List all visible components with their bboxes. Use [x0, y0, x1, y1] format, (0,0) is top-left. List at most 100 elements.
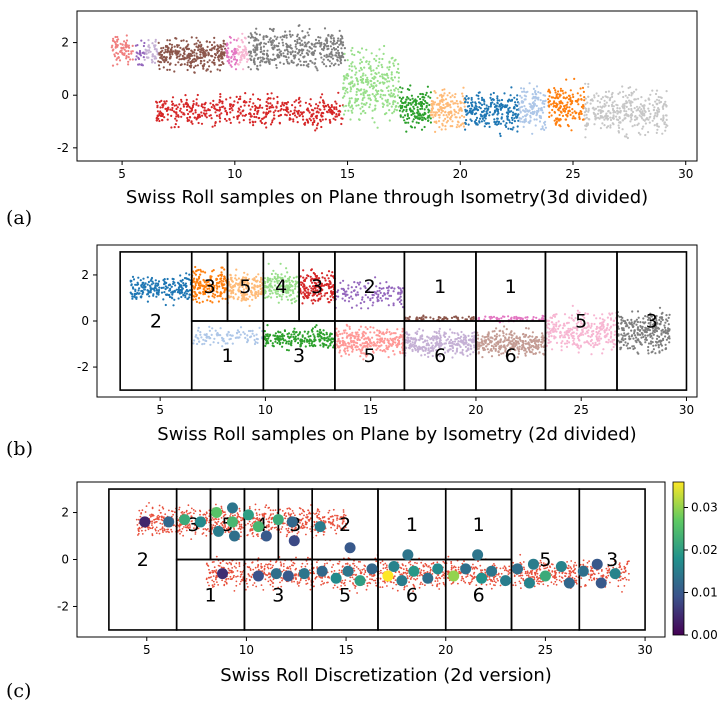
data-point	[557, 108, 560, 111]
data-point	[515, 98, 519, 101]
data-point	[583, 99, 586, 102]
data-point	[518, 108, 521, 111]
data-point	[275, 295, 279, 299]
data-point	[405, 130, 408, 133]
data-point	[655, 109, 659, 112]
data-point	[541, 127, 544, 130]
data-point	[151, 53, 154, 56]
data-point	[355, 294, 358, 297]
data-point	[166, 108, 169, 111]
data-point	[390, 105, 393, 108]
data-point	[355, 77, 358, 80]
data-point	[119, 42, 122, 45]
data-point	[281, 38, 284, 41]
data-point	[467, 97, 470, 100]
data-point	[509, 94, 512, 97]
data-point	[457, 121, 460, 124]
data-point	[122, 46, 125, 49]
data-point	[256, 46, 259, 49]
data-point	[287, 349, 290, 352]
data-point	[190, 121, 193, 124]
data-point	[308, 111, 311, 114]
data-point	[173, 298, 176, 301]
data-point	[429, 121, 432, 124]
data-point	[268, 288, 271, 291]
data-point	[488, 114, 491, 117]
data-point	[510, 116, 513, 119]
data-point	[568, 94, 571, 97]
data-point	[308, 102, 311, 106]
data-point	[343, 341, 346, 344]
data-point	[187, 59, 190, 62]
data-point	[191, 58, 195, 61]
data-point	[347, 109, 350, 112]
data-point	[649, 93, 652, 96]
data-point	[353, 289, 356, 292]
data-point	[213, 124, 216, 127]
data-point	[381, 337, 384, 340]
data-point	[291, 104, 294, 107]
data-point	[339, 57, 342, 60]
data-point	[298, 42, 302, 45]
data-point	[307, 63, 310, 66]
data-point	[337, 63, 340, 66]
data-point	[292, 292, 295, 295]
data-point	[163, 280, 166, 283]
data-point	[408, 347, 411, 350]
data-point	[296, 121, 299, 124]
data-point	[246, 338, 249, 341]
data-point	[293, 327, 296, 330]
data-point	[133, 292, 136, 295]
data-point	[321, 93, 324, 96]
data-point	[320, 41, 323, 45]
data-point	[219, 95, 222, 98]
data-point	[190, 53, 193, 56]
data-point	[444, 98, 448, 101]
data-point	[416, 330, 419, 333]
data-point	[294, 45, 297, 48]
data-point	[420, 128, 424, 131]
data-point	[354, 341, 357, 344]
data-point	[347, 353, 351, 356]
data-point	[270, 43, 273, 47]
data-point	[416, 108, 419, 111]
data-point	[183, 292, 186, 295]
data-point	[279, 262, 282, 265]
data-point	[218, 59, 221, 62]
data-point	[335, 102, 338, 105]
data-point	[449, 328, 452, 331]
data-point	[336, 45, 340, 49]
data-point	[638, 114, 641, 117]
data-point	[580, 112, 583, 115]
data-point	[195, 102, 198, 105]
data-point	[281, 293, 284, 296]
data-point	[237, 296, 240, 299]
data-point	[548, 100, 552, 103]
data-point	[456, 105, 460, 108]
data-point	[171, 96, 175, 99]
data-point	[390, 286, 393, 290]
data-point	[326, 283, 329, 286]
data-point	[162, 46, 165, 50]
data-point	[185, 292, 188, 295]
data-point	[244, 293, 247, 296]
data-point	[448, 111, 451, 114]
data-point	[236, 115, 239, 118]
data-point	[554, 102, 558, 105]
data-point	[249, 329, 252, 333]
data-point	[245, 48, 248, 51]
data-point	[166, 118, 169, 121]
data-point	[230, 56, 233, 60]
data-point	[306, 340, 309, 343]
data-point	[600, 116, 604, 119]
data-point	[582, 90, 586, 93]
data-point	[440, 111, 443, 114]
data-point	[206, 68, 209, 71]
data-point	[443, 88, 446, 91]
data-point	[543, 123, 547, 126]
data-point	[251, 329, 254, 332]
data-point	[313, 340, 316, 343]
data-point	[642, 125, 645, 128]
data-point	[398, 300, 401, 304]
data-point	[196, 336, 199, 339]
